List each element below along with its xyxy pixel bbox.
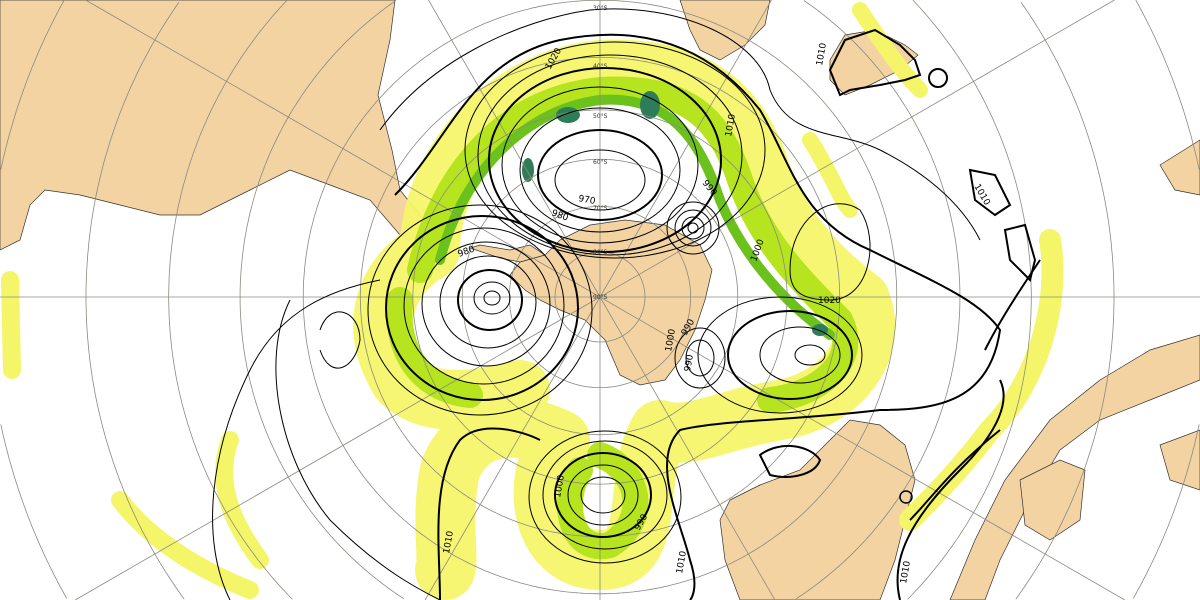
isobar-label: 1010 <box>442 530 456 555</box>
meridian-line <box>424 296 601 600</box>
isobar-label: 1010 <box>815 42 829 67</box>
meridian-line <box>599 0 1115 298</box>
isobars <box>212 8 1041 600</box>
precip-extreme-spot <box>640 91 660 119</box>
meridian-line <box>599 0 772 298</box>
precipitation-shading <box>1 2 1064 600</box>
isobar-label: 1000 <box>664 328 678 353</box>
precip-extreme-spot <box>522 158 534 182</box>
low-west <box>367 204 593 416</box>
isobar-1010-west-outer <box>212 279 381 600</box>
lat-label-70s: 70°S <box>593 205 608 212</box>
lat-label-60s: 60°S <box>593 159 608 166</box>
low-south <box>528 430 682 564</box>
low-antarctic-east <box>674 327 726 389</box>
lat-label-90s: 90°S <box>593 294 608 301</box>
isobar-label: 1010 <box>899 560 913 585</box>
land-island-far-right <box>1159 429 1200 491</box>
latitude-labels: 30°S 40°S 50°S 60°S 70°S 80°S 90°S <box>593 5 608 301</box>
isobar-label: 1010 <box>675 550 689 575</box>
low-north <box>464 41 766 259</box>
lat-label-30s: 30°S <box>593 5 608 12</box>
isobar-label: 1020 <box>818 296 841 306</box>
isobar-low-madagascar <box>899 490 913 504</box>
isobar-label: 1010 <box>724 113 738 138</box>
low-east <box>697 296 863 414</box>
lat-label-80s: 80°S <box>593 249 608 256</box>
meridian-line <box>599 296 1126 600</box>
latitude-circle <box>239 0 961 600</box>
isobar-label: 1000 <box>553 474 567 499</box>
isobar-1020-north <box>379 8 981 241</box>
isobar-1010-africa <box>758 379 1005 600</box>
isobar-label: 970 <box>577 194 596 207</box>
precip-light-top-right <box>802 2 928 218</box>
lat-label-40s: 40°S <box>593 63 608 70</box>
lat-label-50s: 50°S <box>593 113 608 120</box>
land-island-right-top <box>1159 139 1200 196</box>
land-south-america <box>0 0 441 251</box>
land-east-right-long <box>949 334 1200 600</box>
meridian-line <box>74 296 601 600</box>
land-island-right-bottom <box>1019 459 1086 541</box>
meridian-line <box>599 296 776 600</box>
low-northeast <box>666 201 720 255</box>
precip-heavy-band <box>435 94 835 340</box>
precip-light-right <box>899 229 1064 531</box>
precip-extreme-spot <box>556 107 580 123</box>
land-africa <box>719 419 916 600</box>
isobar-1010-right-east <box>909 259 1041 521</box>
meridian-line <box>85 0 601 298</box>
isobar-1020-west <box>275 299 441 600</box>
isobar-1010-outer <box>394 33 1002 600</box>
isobar-1010-nz <box>828 28 922 97</box>
precip-medium-ring <box>386 76 859 560</box>
isobar-1020-east <box>789 203 871 301</box>
isobar-small-ring <box>928 68 948 88</box>
isobar-label: 990 <box>683 354 696 373</box>
latitude-circle <box>168 0 1032 600</box>
precip-extreme-spot <box>812 324 828 336</box>
precip-light-left <box>1 271 269 599</box>
precip-extreme-spots <box>522 91 828 336</box>
